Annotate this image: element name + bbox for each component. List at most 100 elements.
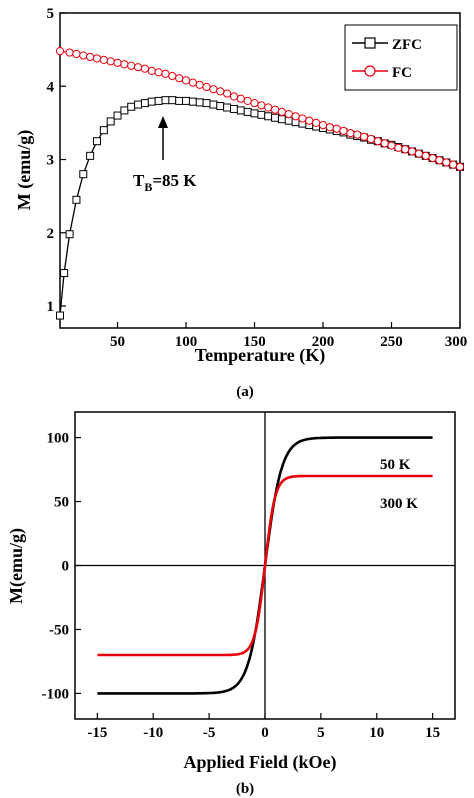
y-tick-label: 1 [47,299,55,315]
series-fc [55,46,465,171]
data-point [298,114,307,123]
data-point [175,96,184,105]
data-point [168,71,177,81]
data-point [325,123,334,132]
data-point [339,126,348,136]
data-point [257,110,266,119]
legend-zfc-marker [364,37,376,49]
data-point [72,195,81,204]
data-point [284,116,293,125]
x-tick-label: -10 [143,725,163,741]
data-point [250,99,259,108]
data-point [182,96,191,105]
y-tick-label: -50 [49,622,69,638]
data-point [387,141,396,150]
chart-b-y-axis-title: M(emu/g) [6,528,27,604]
y-tick-label: 3 [47,153,55,169]
data-point [229,104,238,113]
data-point [106,57,115,66]
data-point [202,99,211,108]
chart-a-y-axis-title: M (emu/g) [14,130,35,210]
x-tick-label: -5 [203,725,216,741]
hysteresis-curve [97,474,433,657]
annotation-arrow-head [158,116,168,128]
data-point [236,94,245,103]
x-tick-label: 0 [261,725,269,741]
data-point [72,49,81,59]
data-point [318,120,328,130]
data-point [168,96,177,105]
chart-a-annotation: TB=85 K [133,116,197,194]
data-point [188,97,197,106]
data-point [99,55,108,64]
data-point [147,66,156,75]
data-point [147,97,156,106]
data-point [271,113,280,122]
x-tick-label: 10 [369,725,384,741]
data-point [360,132,369,141]
data-point [79,51,88,60]
data-point [442,158,451,167]
data-point [455,162,465,171]
data-point [56,311,64,320]
data-point [92,54,102,63]
data-point [202,82,211,92]
data-point [243,107,252,116]
data-point [407,147,417,156]
y-tick-label: 0 [62,559,70,575]
chart-b-caption: (b) [236,781,254,797]
data-point [195,80,204,89]
x-tick-label: 300 [445,334,468,350]
data-point [195,98,204,107]
y-tick-label: 100 [47,431,70,447]
y-tick-label: 2 [47,226,55,242]
data-point [435,156,444,165]
x-tick-label: 5 [317,725,325,741]
data-point [86,151,95,160]
x-tick-label: 50 [110,334,125,350]
chart-a-caption: (a) [236,384,254,400]
x-tick-label: 100 [175,334,198,350]
y-tick-label: 50 [54,495,69,511]
legend-zfc-label: ZFC [392,37,422,53]
data-point [236,106,245,115]
data-point [154,96,163,105]
data-point [99,126,108,135]
y-tick-label: 5 [47,6,55,22]
series-label-300k: 300 K [380,496,418,512]
y-tick-label: 4 [47,79,55,95]
data-point [229,92,239,101]
data-point [223,89,232,98]
data-point [120,60,129,69]
data-point [134,100,143,109]
data-point [449,160,458,169]
legend-fc-marker [364,65,376,77]
data-point [394,143,403,152]
data-point [270,105,280,114]
series-zfc-line [59,99,461,316]
data-point [284,109,293,119]
data-point [428,153,437,163]
data-point [250,109,259,118]
data-point [140,99,149,108]
data-point [127,61,136,70]
data-point [181,76,191,85]
data-point [216,87,225,96]
series-zfc [56,96,464,320]
data-point [264,103,273,112]
data-point [79,170,88,179]
data-point [380,139,389,148]
data-point [140,64,150,73]
data-point [223,103,232,112]
data-point [113,58,122,67]
data-point [55,46,65,56]
y-tick-label: -100 [42,686,70,702]
chart-a: 50 100 150 200 250 300 1 2 3 4 5 Temperature (K) M… [14,6,467,400]
data-point [291,112,300,121]
data-point [106,117,115,126]
data-point [401,145,410,154]
data-point [154,68,163,77]
x-tick-label: 15 [425,725,440,741]
